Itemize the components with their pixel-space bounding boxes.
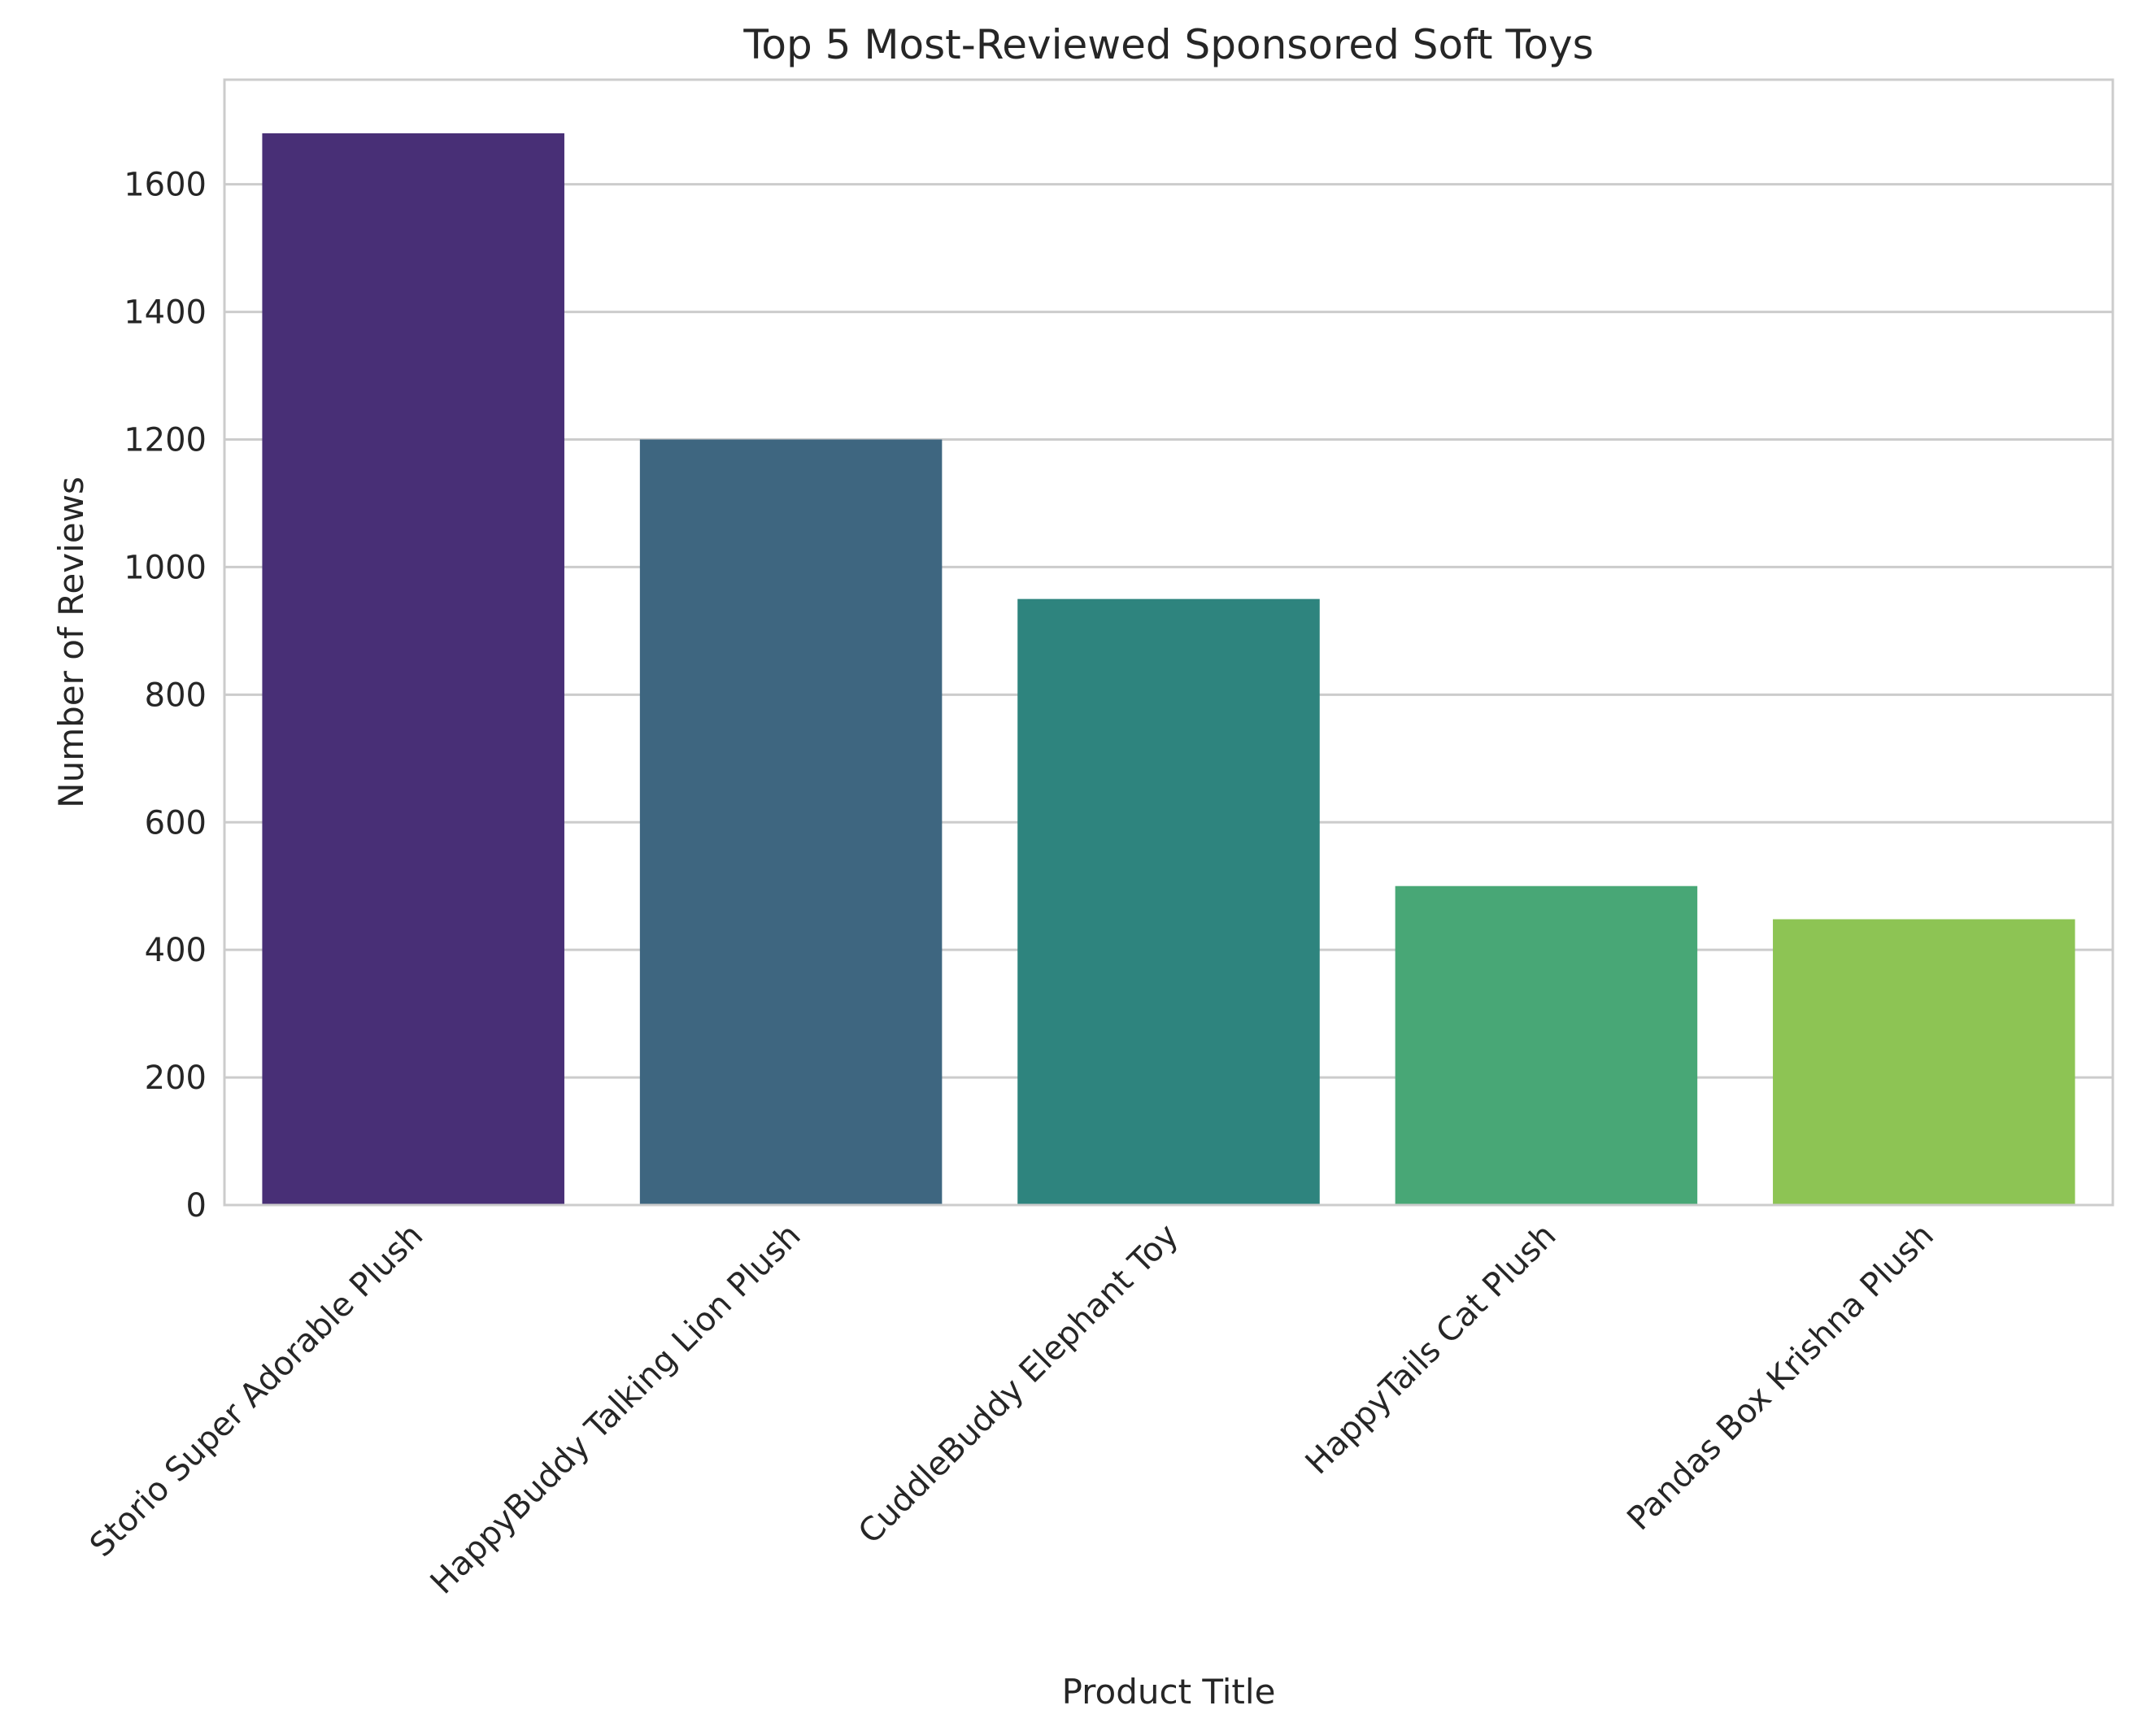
y-tick-label: 1600 [124,167,207,204]
y-tick-label: 800 [145,677,207,714]
y-tick-label: 200 [145,1059,207,1097]
y-axis-label: Number of Reviews [51,476,91,808]
chart-title: Top 5 Most-Reviewed Sponsored Soft Toys [742,21,1593,68]
bar [639,439,943,1205]
y-axis-ticks: 0 200 400 600 800 1000 1200 1400 1600 [124,167,207,1225]
y-tick-label: 1200 [124,422,207,459]
y-tick-label: 1000 [124,549,207,586]
plot-frame [223,78,2114,1207]
y-tick-label: 1400 [124,294,207,332]
bar [262,133,564,1205]
bars [262,133,2075,1205]
x-axis-label: Product Title [1062,1672,1276,1712]
y-tick-label: 600 [145,804,207,842]
bar [1395,885,1698,1205]
y-tick-label: 0 [186,1187,207,1225]
bar [1017,598,1320,1205]
bar [1773,919,2075,1205]
y-tick-label: 400 [145,932,207,969]
